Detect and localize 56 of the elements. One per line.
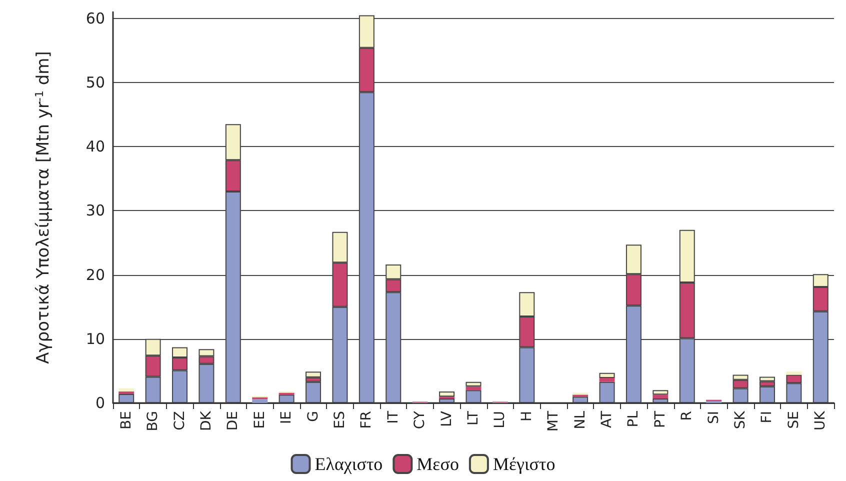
x-tick-label: SK [732, 410, 749, 430]
x-tick-label: LT [466, 410, 482, 426]
y-tick-label: 40 [86, 138, 105, 156]
y-tick-label: 50 [86, 74, 105, 92]
x-tick-label: R [679, 410, 696, 421]
bar [599, 372, 615, 378]
x-tick-label: LV [438, 410, 455, 427]
x-tick-label: PT [652, 410, 668, 428]
y-tick-label: 20 [86, 266, 105, 284]
x-tick-label: H [518, 411, 535, 422]
y-tick-label: 0 [95, 394, 105, 412]
x-tick-label: BG [145, 411, 162, 432]
x-tick-label: NL [572, 410, 588, 430]
bar [466, 382, 482, 386]
x-tick-label: UK [812, 410, 829, 430]
legend-label: Ελαχιστο [314, 454, 383, 474]
y-tick-label: 30 [86, 202, 105, 220]
bar [652, 398, 668, 403]
bar [572, 396, 588, 403]
x-tick-label: IE [278, 411, 295, 424]
x-tick-label: EE [252, 411, 268, 429]
bar [652, 390, 668, 395]
x-tick-label: SI [706, 411, 722, 424]
legend-label: Μέγιστο [492, 454, 556, 474]
x-tick-label: FI [759, 411, 776, 424]
x-tick-label: DK [198, 410, 214, 431]
bar [466, 390, 482, 403]
x-tick-label: BE [118, 411, 134, 430]
x-tick-label: G [305, 411, 322, 422]
y-tick-label: 60 [86, 9, 105, 28]
bar [439, 398, 455, 403]
y-tick-label: 10 [86, 330, 105, 348]
x-tick-label: FR [358, 410, 375, 429]
bar [439, 391, 455, 397]
bar [118, 394, 134, 403]
x-tick-label: SE [786, 411, 802, 429]
bar [599, 382, 615, 403]
x-tick-label: DE [225, 411, 242, 431]
x-tick-label: IT [385, 410, 402, 424]
x-tick-label: CZ [172, 411, 188, 430]
bar [599, 378, 615, 382]
bar [306, 382, 322, 403]
bar [786, 372, 802, 375]
x-tick-label: LU [492, 411, 508, 428]
bar [252, 399, 268, 403]
bar [118, 388, 134, 392]
y-axis-title: Αγροτικά Υπολείμματα [Mtn yr-1 dm] [33, 51, 54, 364]
x-tick-label: PL [626, 410, 642, 428]
x-tick-label: ES [332, 410, 348, 429]
bar [118, 391, 134, 394]
x-tick-label: CY [412, 410, 428, 430]
bar [652, 394, 668, 399]
x-tick-label: MT [546, 410, 562, 432]
legend-label: Μεσο [416, 454, 459, 474]
x-tick-label: AT [599, 410, 616, 428]
bar [278, 394, 294, 403]
